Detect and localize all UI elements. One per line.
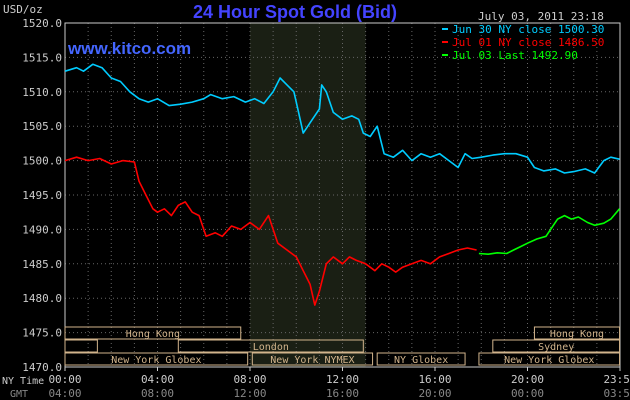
x-tick-label-gmt: 20:00 [418,387,451,400]
x-axis-ticks: 00:0004:0008:0012:0016:0020:0023:5904:00… [48,367,630,400]
unit-label: USD/oz [3,3,43,16]
x-tick-label-ny: 08:00 [233,373,266,386]
highlight-band [250,23,366,367]
x-tick-label-ny: 00:00 [48,373,81,386]
y-tick-label: 1495.0 [22,189,62,202]
session-label: New York Globex [504,355,594,366]
y-axis-ticks: 1520.0 1515.0 1510.0 1505.0 1500.0 1495.0 1490… [22,17,62,374]
y-tick-label: 1510.0 [22,86,62,99]
y-tick-label: 1475.0 [22,327,62,340]
series-line-1 [64,63,620,174]
x-tick-label-ny: 16:00 [418,373,451,386]
x-tick-label-gmt: 16:00 [326,387,359,400]
x-row-label-ny: NY Time [2,376,44,387]
session-box [478,352,621,366]
y-tick-label: 1500.0 [22,155,62,168]
y-tick-label: 1520.0 [22,17,62,30]
timestamp: July 03, 2011 23:18 [478,10,604,23]
session-box [492,339,621,353]
session-box [64,326,242,340]
y-tick-label: 1505.0 [22,120,62,133]
session-label: NY Globex [394,355,448,366]
session-box [177,339,364,353]
series-line-3 [478,208,621,255]
price-series [64,63,621,306]
session-label: Hong Kong [550,329,604,340]
x-tick-label-gmt: 03:59 [603,387,630,400]
series-line-2 [64,156,477,306]
session-label: Hong Kong [126,329,180,340]
kitco-watermark: www.kitco.com [67,39,191,58]
y-tick-label: 1485.0 [22,258,62,271]
chart-title: 24 Hour Spot Gold (Bid) [193,2,397,22]
session-label: Sydney [538,342,574,353]
y-tick-label: 1515.0 [22,51,62,64]
session-label: New York NYMEX [270,355,354,366]
y-tick-label: 1490.0 [22,223,62,236]
trading-sessions: Hong Kong London New York Globex New York N… [64,326,621,366]
session-label: London [253,342,289,353]
x-tick-label-gmt: 04:00 [48,387,81,400]
x-tick-label-ny: 23:59 [603,373,630,386]
session-box [64,352,249,366]
session-box [251,352,374,366]
x-tick-label-ny: 12:00 [326,373,359,386]
legend-entry: Jul 03 Last 1492.90 [452,49,578,62]
x-tick-label-ny: 04:00 [141,373,174,386]
x-tick-label-gmt: 00:00 [511,387,544,400]
grid-lines [65,22,620,368]
session-box [533,326,621,340]
legend-entry: Jul 01 NY close 1486.50 [452,36,604,49]
x-tick-label-gmt: 08:00 [141,387,174,400]
x-tick-label-gmt: 12:00 [233,387,266,400]
y-tick-label: 1480.0 [22,292,62,305]
session-label: New York Globex [111,355,201,366]
session-box [64,339,98,353]
y-tick-label: 1470.0 [22,361,62,374]
x-tick-label-ny: 20:00 [511,373,544,386]
legend-entry: Jun 30 NY close 1500.30 [452,23,604,36]
x-row-label-gmt: GMT [10,389,28,400]
session-box [376,352,466,366]
